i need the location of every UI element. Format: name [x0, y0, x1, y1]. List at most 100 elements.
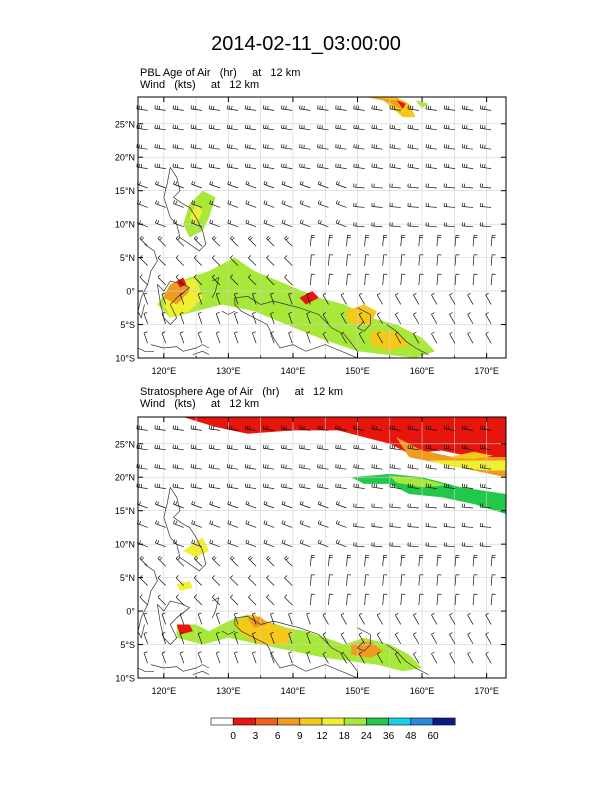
pbl-wind-barb	[209, 127, 221, 131]
strat-wind-barb	[283, 540, 286, 544]
pbl-wind-barb	[139, 257, 148, 266]
pbl-patch-12hr	[344, 304, 377, 325]
pbl-wind-barb	[193, 181, 196, 186]
strat-wind-barb	[310, 594, 312, 606]
strat-wind-barb	[177, 557, 181, 561]
pbl-wind-barb	[288, 294, 293, 305]
pbl-wind-barb	[413, 312, 417, 315]
pbl-wind-barb	[193, 257, 203, 266]
strat-south-3hr	[176, 624, 193, 635]
strat-wind-barb	[211, 558, 221, 567]
strat-wind-barb	[245, 542, 257, 548]
strat-wind-barb	[227, 520, 230, 524]
pbl-wind-barb	[431, 294, 438, 305]
strat-wind-barb	[317, 486, 329, 489]
pbl-wind-barb	[177, 237, 181, 241]
colorbar-swatch	[232, 717, 256, 726]
strat-wind-barb	[328, 574, 330, 586]
pbl-wind-barb	[281, 180, 284, 185]
strat-wind-barb	[394, 634, 402, 645]
strat-wind-barb	[143, 633, 149, 644]
pbl-wind-barb	[266, 277, 275, 286]
pbl-wind-barb	[480, 186, 492, 189]
colorbar-label: 9	[297, 731, 303, 742]
pbl-wind-barb	[191, 183, 203, 189]
strat-wind-barb	[335, 428, 347, 431]
pbl-wind-barb	[179, 332, 185, 344]
strat-wind-barb	[227, 486, 239, 489]
pbl-wind-barb	[389, 166, 401, 169]
strat-wind-barb	[353, 526, 365, 528]
strat-wind-barb	[193, 558, 203, 567]
pbl-coastline	[163, 167, 207, 252]
strat-wind-barb	[263, 520, 266, 524]
pbl-wind-barb	[389, 206, 401, 208]
pbl-wind-barb	[284, 277, 293, 286]
pbl-wind-barb	[353, 147, 365, 150]
pbl-coastline	[386, 324, 429, 356]
strat-wind-barb	[485, 634, 492, 645]
pbl-wind-barb	[139, 201, 141, 205]
pbl-wind-barb	[299, 222, 311, 228]
pbl-wind-barb	[213, 237, 217, 241]
strat-patch-18hr	[176, 581, 193, 591]
pbl-wind-barb	[358, 312, 363, 315]
pbl-wind-barb	[157, 235, 161, 239]
pbl-wind-barb	[485, 314, 492, 325]
strat-wind-barb	[418, 574, 421, 586]
strat-wind-barb	[462, 486, 474, 489]
strat-wind-barb	[301, 521, 304, 525]
pbl-wind-barb	[245, 108, 257, 111]
strat-wind-barb	[317, 539, 320, 544]
pbl-wind-barb	[198, 331, 202, 334]
strat-wind-barb	[353, 447, 365, 451]
pbl-wind-barb	[310, 235, 312, 247]
strat-wind-barb	[340, 614, 347, 625]
strat-wind-barb	[245, 428, 257, 431]
strat-wind-barb	[317, 428, 329, 431]
strat-wind-barb	[252, 632, 256, 634]
strat-wind-barb	[245, 523, 257, 528]
strat-wind-barb	[173, 523, 184, 528]
pbl-wind-barb	[407, 166, 419, 169]
strat-wind-barb	[211, 555, 215, 559]
pbl-wind-barb	[143, 294, 149, 305]
pbl-wind-barb	[227, 203, 239, 208]
strat-wind-barb	[407, 486, 419, 489]
pbl-wind-barb	[449, 292, 453, 296]
strat-wind-barb	[413, 651, 417, 655]
pbl-wind-barb	[190, 166, 202, 169]
pbl-wind-barb	[179, 331, 184, 334]
strat-wind-barb	[480, 486, 492, 489]
strat-wind-barb	[407, 506, 419, 509]
strat-wind-barb	[139, 521, 141, 525]
colorbar-swatch	[343, 717, 367, 726]
pbl-wind-barb	[418, 274, 421, 286]
strat-wind-barb	[436, 555, 439, 567]
pbl-wind-barb	[337, 181, 340, 186]
strat-wind-barb	[215, 614, 221, 625]
pbl-wind-barb	[136, 166, 148, 169]
strat-wind-barb	[322, 614, 329, 625]
strat-wind-barb	[252, 651, 256, 654]
pbl-wind-barb	[191, 222, 203, 228]
pbl-wind-barb	[358, 331, 363, 335]
pbl-wind-barb	[340, 312, 345, 315]
strat-wind-barb	[413, 614, 420, 625]
strat-wind-barb	[306, 651, 311, 654]
pbl-wind-barb	[472, 254, 475, 266]
strat-wind-barb	[227, 428, 239, 431]
strat-wind-barb	[425, 447, 437, 451]
pbl-wind-barb	[436, 254, 439, 266]
pbl-wind-barb	[322, 294, 329, 305]
pbl-wind-barb	[371, 166, 383, 169]
colorbar-label: 3	[253, 731, 259, 742]
strat-wind-barb	[139, 540, 141, 544]
strat-wind-barb	[213, 557, 217, 561]
pbl-wind-barb	[449, 312, 453, 315]
strat-wind-barb	[193, 555, 197, 559]
pbl-wind-barb	[454, 274, 457, 286]
strat-wind-barb	[407, 526, 419, 528]
strat-wind-barb	[157, 577, 167, 586]
strat-wind-barb	[299, 500, 302, 505]
